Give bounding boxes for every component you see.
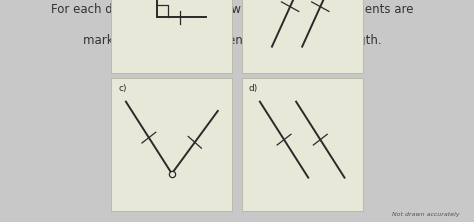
Text: d): d) <box>249 84 258 93</box>
Text: For each diagram, write down whether the line segments are: For each diagram, write down whether the… <box>51 3 413 16</box>
Text: Not drawn accurately: Not drawn accurately <box>392 212 460 217</box>
Text: marked as parallel, perpendicular or equal-length.: marked as parallel, perpendicular or equ… <box>83 34 382 47</box>
Text: c): c) <box>118 84 127 93</box>
